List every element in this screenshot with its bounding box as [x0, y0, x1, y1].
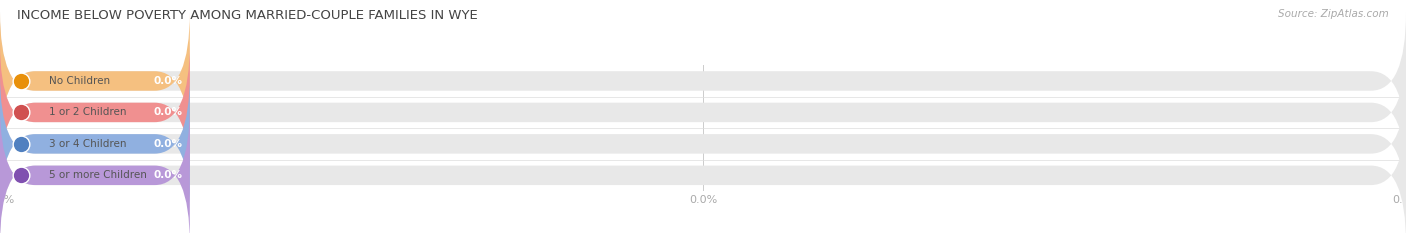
Text: 0.0%: 0.0%	[153, 107, 183, 117]
Text: 0.0%: 0.0%	[153, 76, 183, 86]
FancyBboxPatch shape	[0, 44, 190, 181]
Text: 3 or 4 Children: 3 or 4 Children	[49, 139, 127, 149]
Text: Source: ZipAtlas.com: Source: ZipAtlas.com	[1278, 9, 1389, 19]
FancyBboxPatch shape	[0, 75, 1406, 213]
Text: INCOME BELOW POVERTY AMONG MARRIED-COUPLE FAMILIES IN WYE: INCOME BELOW POVERTY AMONG MARRIED-COUPL…	[17, 9, 478, 22]
FancyBboxPatch shape	[0, 12, 1406, 150]
Text: 0.0%: 0.0%	[153, 170, 183, 180]
Text: 0.0%: 0.0%	[153, 139, 183, 149]
FancyBboxPatch shape	[0, 75, 190, 213]
FancyBboxPatch shape	[0, 106, 190, 233]
FancyBboxPatch shape	[0, 44, 1406, 181]
Text: 5 or more Children: 5 or more Children	[49, 170, 148, 180]
FancyBboxPatch shape	[0, 12, 190, 150]
Text: 1 or 2 Children: 1 or 2 Children	[49, 107, 127, 117]
Text: No Children: No Children	[49, 76, 110, 86]
FancyBboxPatch shape	[0, 106, 1406, 233]
